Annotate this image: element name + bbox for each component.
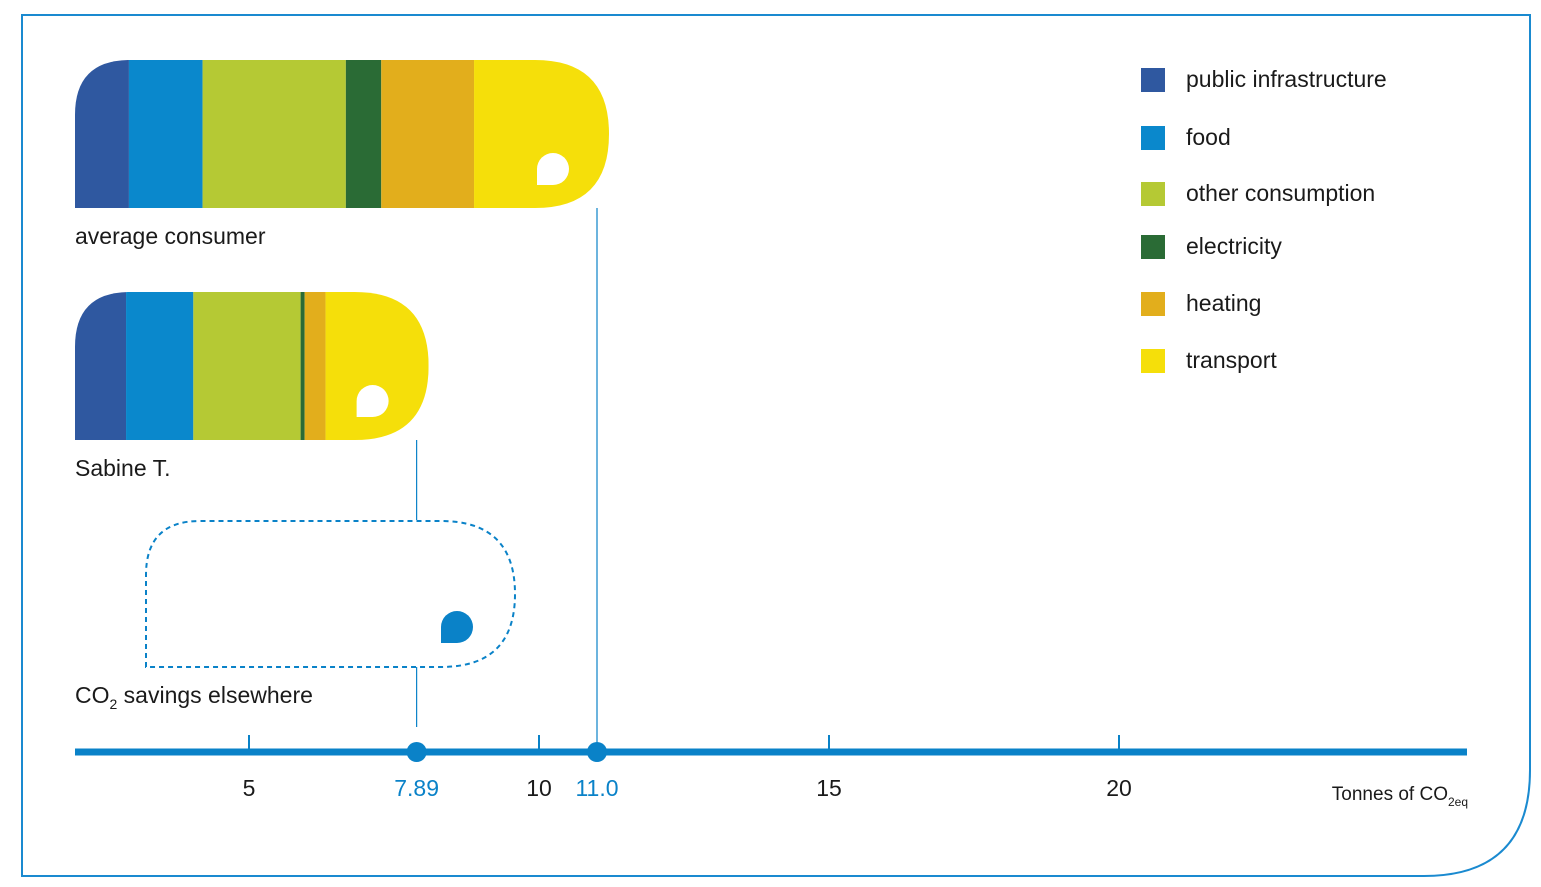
legend-swatch	[1141, 182, 1165, 206]
legend-swatch	[1141, 349, 1165, 373]
legend-swatch	[1141, 235, 1165, 259]
frame	[21, 14, 1531, 877]
label-part: savings elsewhere	[117, 682, 313, 708]
label-sub: 2	[110, 696, 118, 712]
legend-label: heating	[1186, 290, 1261, 316]
label-part: Tonnes of CO	[1332, 784, 1448, 805]
marker-label: 7.89	[394, 775, 439, 801]
bar-segment	[75, 292, 127, 440]
bar-segment	[325, 292, 429, 440]
legend-swatch	[1141, 292, 1165, 316]
label-sub: 2eq	[1448, 795, 1468, 809]
legend-label: other consumption	[1186, 180, 1375, 206]
label-part: CO	[75, 682, 110, 708]
legend-label: food	[1186, 124, 1231, 150]
marker-dot	[406, 742, 427, 762]
x-tick-label: 20	[1106, 775, 1132, 801]
bar-segment	[128, 60, 203, 208]
legend-swatch	[1141, 126, 1165, 150]
legend-label: electricity	[1186, 233, 1282, 259]
drop-icon	[441, 611, 473, 643]
x-axis-title: Tonnes of CO2eq	[1332, 784, 1468, 809]
bar-group	[75, 292, 429, 440]
category-label: average consumer	[75, 223, 266, 249]
bar-group	[75, 60, 609, 208]
bar-segment	[474, 60, 609, 208]
bar-segment	[75, 60, 129, 208]
legend-label: public infrastructure	[1186, 66, 1387, 92]
drop-icon	[537, 153, 569, 185]
bar-segment	[300, 292, 305, 440]
marker-label: 11.0	[575, 775, 618, 801]
bar-segment	[126, 292, 194, 440]
x-tick-label: 10	[526, 775, 552, 801]
x-tick-label: 15	[816, 775, 842, 801]
bar-segment	[193, 292, 301, 440]
bar-segment	[202, 60, 346, 208]
x-tick-label: 5	[243, 775, 256, 801]
bar-segment	[381, 60, 475, 208]
legend-label: transport	[1186, 347, 1277, 373]
marker-dot	[587, 742, 607, 762]
drop-icon	[356, 385, 389, 417]
savings-label: CO2 savings elsewhere	[75, 682, 313, 712]
legend-swatch	[1141, 68, 1165, 92]
bar-segment	[345, 60, 382, 208]
savings-shape	[145, 520, 517, 668]
bar-segment	[304, 292, 326, 440]
category-label: Sabine T.	[75, 455, 170, 481]
